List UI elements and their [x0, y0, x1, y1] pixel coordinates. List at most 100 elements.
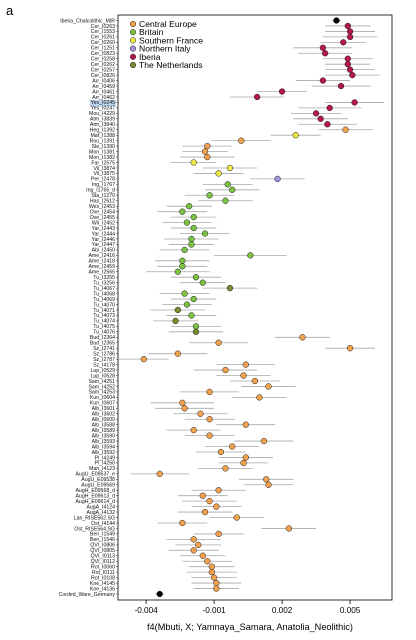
row-label: Rot_I0111 [92, 570, 115, 576]
row-label: Ame_I2565 [88, 270, 115, 276]
data-point [206, 388, 213, 396]
row-label: Has_I2612 [90, 199, 115, 205]
row-label: Atm_I3839 [90, 117, 115, 123]
row-label: Sz_I4178 [93, 362, 115, 368]
row-label: Ove_I2455 [90, 215, 115, 221]
data-point [210, 574, 218, 581]
row-label: Heg_I1392 [90, 128, 115, 134]
data-point [140, 355, 147, 363]
data-point [333, 17, 340, 24]
row-label: Wil_I2452 [92, 220, 115, 226]
data-point [312, 110, 320, 117]
data-point [344, 61, 351, 68]
data-point [156, 470, 163, 477]
data-point [346, 66, 354, 73]
row-label: Alb_I3588 [92, 422, 115, 428]
row-label: Ove_I2454 [90, 209, 115, 215]
row-label: Rot_I0060 [91, 564, 115, 570]
x-tick-label: 0.002 [272, 606, 293, 615]
data-point [201, 508, 209, 516]
data-point [206, 432, 213, 439]
data-point [229, 443, 236, 450]
data-point [208, 563, 215, 570]
data-point [192, 328, 200, 335]
row-label: Rou_I1391 [90, 138, 115, 144]
legend-label: The Netherlands [139, 60, 203, 70]
data-point [215, 170, 222, 177]
data-point [247, 252, 254, 259]
row-label: Yes_I0247 [91, 106, 115, 112]
data-point [351, 99, 358, 106]
row-label: Mou_I4229 [89, 111, 115, 117]
row-label: QVI_I0112 [91, 559, 116, 565]
data-point [179, 263, 186, 270]
data-point [204, 558, 211, 565]
data-point [274, 175, 281, 183]
row-label: Yar_I2446 [91, 237, 115, 243]
data-point [242, 361, 249, 368]
row-label: Cer_I0826 [91, 73, 115, 79]
row-label: Abi_I2450 [92, 248, 115, 254]
row-label: Alb_I3593 [92, 439, 115, 445]
data-point [324, 121, 331, 128]
row-label: Yar_I2447 [91, 242, 115, 248]
row-label: Tu_I4073 [93, 313, 115, 319]
row-label: Man_I4123 [89, 466, 115, 472]
row-label: Tu_I4076 [93, 330, 115, 336]
data-point [346, 33, 354, 41]
row-label: Tu_I4074 [93, 319, 115, 325]
row-label: Wes_I2453 [89, 204, 115, 210]
panel-label: a [6, 3, 14, 18]
row-label: Ing_I1767 [92, 182, 115, 188]
data-point [188, 312, 195, 319]
data-point [342, 126, 349, 133]
row-label: Far_I2575 [91, 160, 115, 166]
row-label: Ame_I2459 [88, 264, 115, 270]
row-label: Ing_I1765_d [86, 188, 115, 194]
x-tick-label: 0.005 [340, 606, 361, 615]
x-tick-label: -0.001 [202, 606, 226, 615]
row-label: AugH_E09613_d [75, 493, 115, 499]
row-label: Arr_I0459 [92, 84, 115, 90]
data-point [208, 569, 215, 576]
data-point [217, 448, 225, 456]
data-point [213, 503, 220, 510]
row-label: Cer_I0263 [91, 24, 115, 30]
data-point [174, 350, 181, 357]
data-point [199, 279, 206, 286]
row-label: Sam_I4252 [88, 384, 115, 390]
row-label: Cer_I0260 [91, 40, 115, 46]
row-label: Ben_I1549 [90, 532, 115, 538]
data-point [190, 295, 197, 303]
row-label: Sz_I2786 [93, 351, 115, 357]
legend-label: Britain [139, 27, 164, 37]
row-label: Ame_I2418 [88, 259, 115, 265]
row-label: Pl_I4250 [95, 461, 116, 467]
row-label: Kne_I4145 [90, 581, 115, 587]
row-label: Tu_I3255 [93, 275, 115, 281]
row-label: Cer_I0262 [91, 62, 115, 68]
row-label: Kun_I0604 [90, 395, 115, 401]
data-point [242, 421, 249, 428]
row-label: Alb_I3602 [92, 412, 115, 418]
row-label: Bud_I2364 [90, 335, 115, 341]
row-label: Cer_I0823 [91, 51, 115, 57]
legend-marker [129, 53, 137, 60]
data-point [340, 39, 347, 46]
data-point [326, 104, 333, 112]
row-label: Tu_I3256 [93, 280, 115, 286]
data-point [278, 88, 286, 95]
row-label: Kun_I0607 [90, 401, 115, 407]
row-label: Alb_I3592 [92, 450, 115, 456]
row-label: Cer_I1251 [91, 46, 115, 52]
row-label: QVI_I0805 [90, 548, 115, 554]
row-label: Sam_I4251 [88, 379, 115, 385]
row-label: Lup_I0529 [90, 368, 115, 374]
row-label: Alb_I3589 [92, 428, 115, 434]
row-label: Cer_I0257 [91, 67, 115, 73]
data-point [215, 530, 222, 538]
data-point [319, 44, 327, 51]
row-label: Atm_I3840 [90, 122, 115, 128]
